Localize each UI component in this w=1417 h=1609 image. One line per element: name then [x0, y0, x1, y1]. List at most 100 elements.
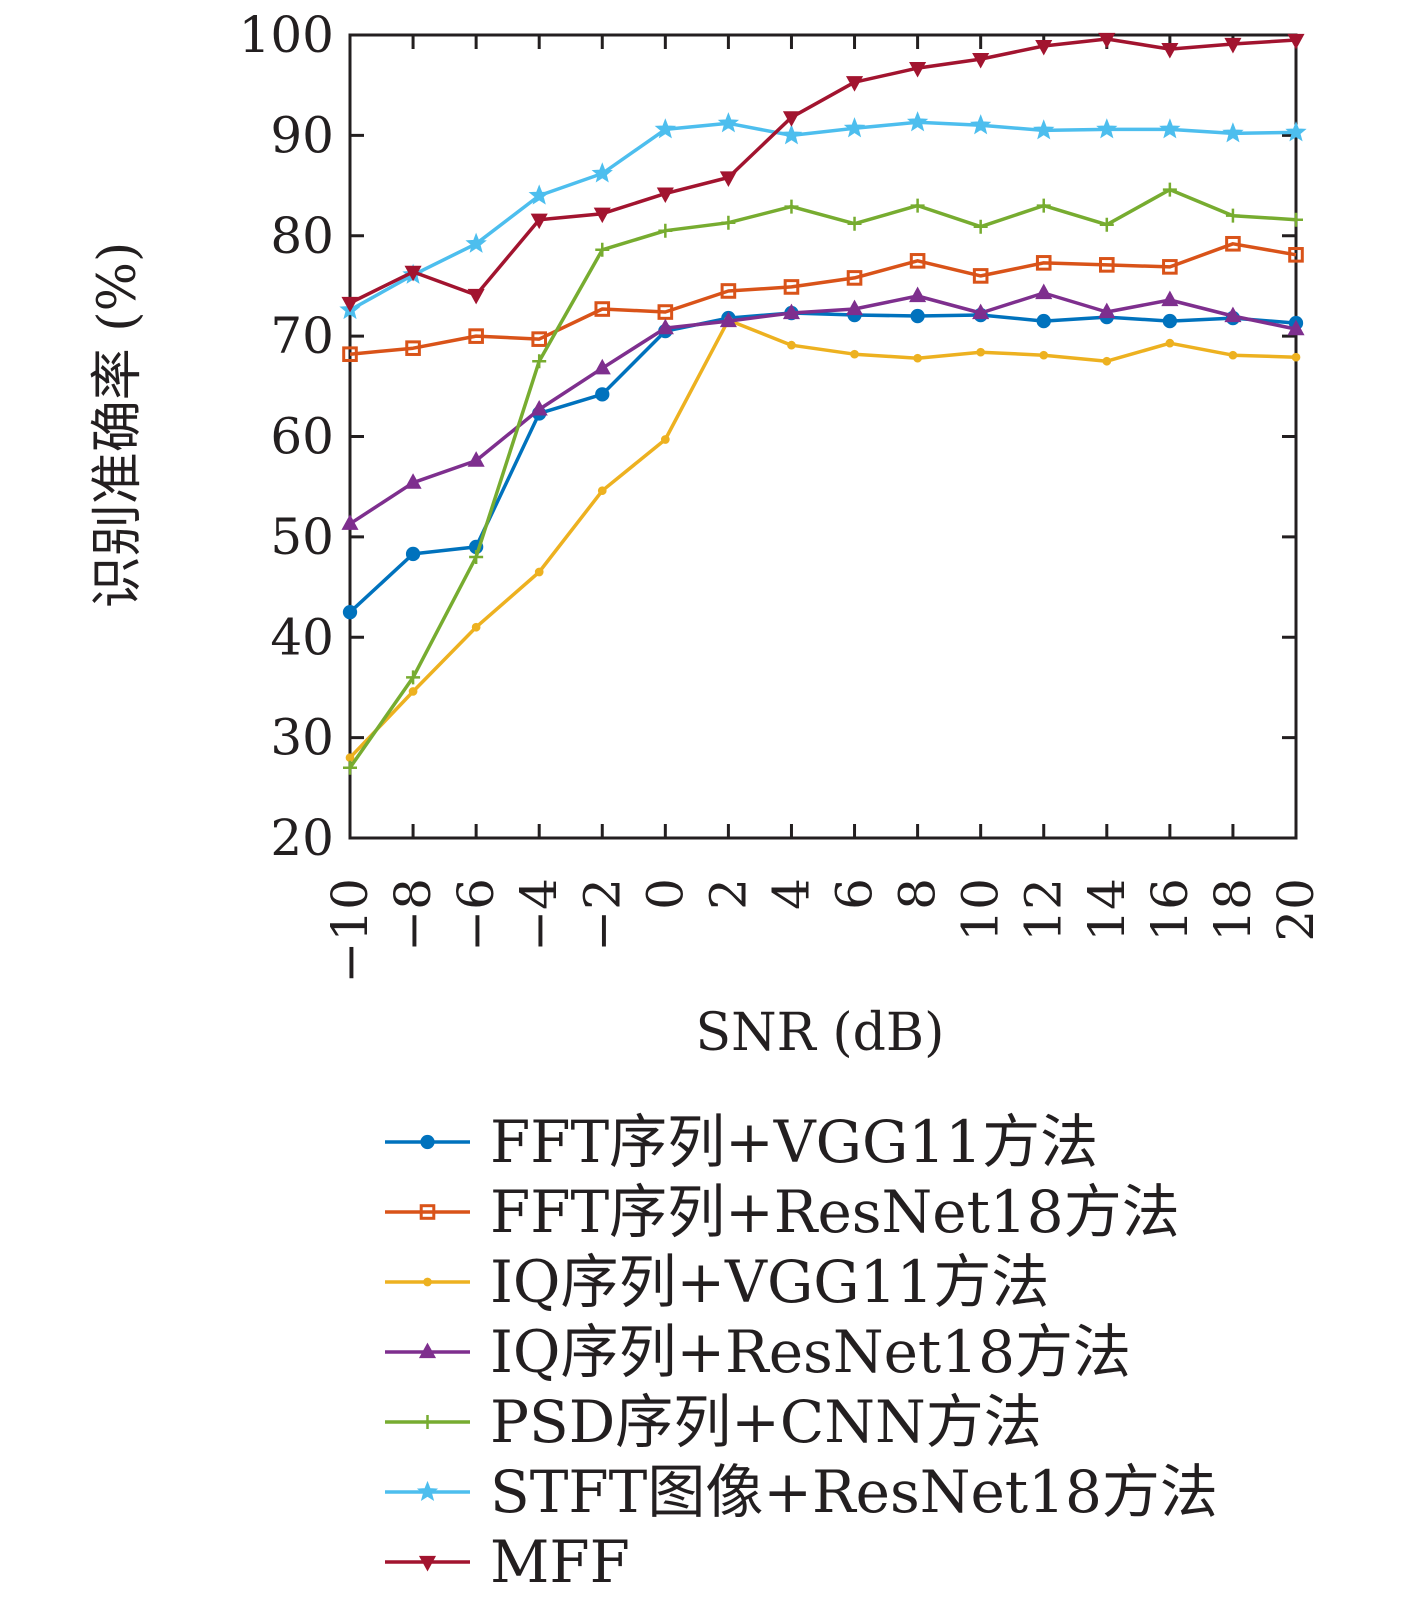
data-point: [1096, 118, 1118, 139]
x-tick-label: 2: [699, 878, 757, 910]
data-point: [405, 340, 421, 356]
y-tick-label: 80: [270, 207, 334, 265]
data-point: [658, 223, 673, 238]
data-point: [342, 605, 358, 620]
data-point: [1225, 235, 1241, 252]
legend-entry: IQ序列+VGG11方法: [385, 1248, 1049, 1316]
data-point: [341, 296, 359, 313]
data-point: [847, 216, 862, 231]
x-tick-label: 4: [762, 878, 820, 910]
x-tick-label: −2: [573, 878, 631, 952]
data-point: [404, 265, 422, 282]
data-point: [1165, 338, 1175, 348]
data-point: [341, 514, 359, 530]
data-point: [532, 354, 547, 369]
legend-label: FFT序列+VGG11方法: [490, 1108, 1098, 1176]
x-tick-label: −6: [447, 878, 505, 952]
data-point: [1033, 119, 1055, 140]
data-point: [1035, 39, 1053, 56]
x-tick-label: 12: [1015, 878, 1073, 942]
data-point: [972, 52, 990, 69]
data-point: [845, 299, 864, 316]
data-point: [343, 760, 357, 775]
legend-entry: IQ序列+ResNet18方法: [385, 1318, 1131, 1386]
data-point: [717, 112, 740, 133]
x-axis-title: SNR (dB): [696, 1003, 945, 1063]
data-point: [1162, 259, 1178, 275]
y-axis-title: 识别准确率 (%): [88, 242, 148, 609]
x-tick-label: 14: [1078, 878, 1136, 942]
data-point: [782, 303, 801, 320]
data-point: [1035, 255, 1052, 271]
data-point: [846, 270, 863, 286]
data-point: [468, 328, 484, 344]
data-point: [1287, 319, 1305, 336]
data-point: [595, 242, 610, 257]
legend-label: PSD序列+CNN方法: [490, 1388, 1042, 1456]
data-point: [972, 268, 989, 284]
data-point: [1099, 217, 1114, 232]
data-point: [528, 184, 550, 205]
legend-label: FFT序列+ResNet18方法: [490, 1178, 1180, 1246]
data-point: [1161, 42, 1179, 59]
y-axis: 20 30 40 50 60 70 80 90 100: [239, 6, 1296, 867]
legend-label: IQ序列+VGG11方法: [490, 1248, 1049, 1316]
data-point: [1224, 37, 1242, 54]
data-point: [467, 451, 485, 467]
data-point: [780, 124, 803, 145]
data-point: [721, 215, 736, 230]
data-point: [1162, 313, 1178, 329]
data-point: [1162, 182, 1177, 197]
data-point: [784, 199, 799, 214]
legend-entry: FFT序列+ResNet18方法: [385, 1178, 1180, 1246]
data-point: [1161, 290, 1179, 307]
data-point: [1159, 118, 1181, 139]
data-point: [973, 219, 988, 234]
data-point: [660, 435, 670, 444]
legend-entry: PSD序列+CNN方法: [385, 1388, 1042, 1456]
data-point: [597, 486, 607, 496]
data-point: [906, 111, 929, 132]
data-point: [420, 1134, 435, 1150]
x-axis: −10 −8 −6 −4 −2 0 2 4 6 8 10 12 14 16 18 20: [321, 35, 1325, 984]
data-point: [719, 311, 737, 328]
legend-label: IQ序列+ResNet18方法: [490, 1318, 1131, 1386]
data-point: [595, 387, 610, 402]
data-point: [405, 546, 421, 562]
data-point: [420, 1415, 435, 1429]
data-point: [850, 349, 859, 359]
y-tick-label: 70: [270, 307, 334, 365]
y-tick-label: 60: [270, 408, 334, 466]
data-point: [593, 207, 611, 224]
data-point: [1036, 198, 1051, 213]
x-tick-label: 10: [952, 878, 1010, 942]
data-point: [416, 1480, 439, 1502]
data-point: [1099, 257, 1115, 273]
data-point: [471, 622, 481, 632]
data-point: [593, 358, 611, 375]
series: [345, 315, 1301, 763]
data-point: [656, 187, 674, 204]
x-tick-label: −8: [384, 878, 442, 952]
data-point: [1291, 352, 1301, 362]
x-tick-label: −4: [510, 878, 568, 952]
data-point: [969, 114, 992, 135]
data-point: [1285, 121, 1307, 142]
data-point: [910, 198, 925, 213]
plot-area: [348, 33, 1298, 840]
y-tick-label: 20: [270, 809, 334, 867]
data-point: [1039, 350, 1049, 360]
series-line: [349, 37, 1297, 305]
data-point: [909, 62, 927, 78]
data-point: [909, 286, 927, 303]
y-tick-label: 50: [270, 508, 334, 566]
x-tick-label: −10: [321, 878, 379, 984]
data-point: [1098, 302, 1116, 319]
data-point: [418, 1555, 437, 1572]
series-line: [348, 311, 1297, 614]
series: [341, 283, 1305, 530]
data-point: [843, 117, 866, 138]
data-point: [909, 253, 926, 269]
data-point: [719, 171, 737, 187]
